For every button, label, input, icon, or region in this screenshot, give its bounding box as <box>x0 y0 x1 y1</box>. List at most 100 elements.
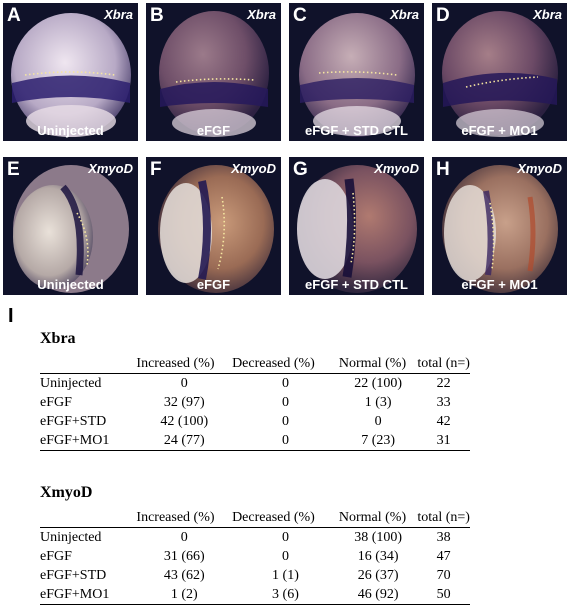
condition-label: eFGF + MO1 <box>461 123 538 138</box>
table-cell: 0 <box>374 414 382 429</box>
table-row: eFGF 31 (66) 0 16 (34) 47 <box>40 547 470 566</box>
condition-label: Uninjected <box>37 277 104 292</box>
embryo-image-h <box>442 165 558 293</box>
row-label: eFGF+MO1 <box>40 433 110 448</box>
embryo-image-a <box>11 13 131 137</box>
table-cell: 0 <box>281 549 289 564</box>
table-cell: 32 (97) <box>163 395 205 410</box>
xmyod-table: Increased (%) Decreased (%) Normal (%) t… <box>40 508 470 605</box>
xmyod-table-block: XmyoD Increased (%) Decreased (%) Normal… <box>40 484 470 605</box>
column-header: Increased (%) <box>136 510 215 525</box>
table-row: eFGF+MO1 24 (77) 0 7 (23) 31 <box>40 431 470 451</box>
row-label: eFGF+MO1 <box>40 587 110 602</box>
table-row: Uninjected 0 0 22 (100) 22 <box>40 374 470 394</box>
embryo-image-f <box>158 165 274 293</box>
condition-label: eFGF + MO1 <box>461 277 538 292</box>
column-header: Decreased (%) <box>232 356 315 371</box>
row-label: eFGF+STD <box>40 568 107 583</box>
row-label: eFGF <box>40 395 72 410</box>
table-cell: 70 <box>436 568 451 583</box>
table-cell: 50 <box>436 587 451 602</box>
table-cell: 22 (100) <box>354 376 403 391</box>
panel-letter: C <box>293 5 307 26</box>
table-cell: 0 <box>281 395 289 410</box>
gene-label: Xbra <box>104 7 133 22</box>
embryo-image-e <box>13 165 129 293</box>
embryo-image-c <box>299 13 415 137</box>
panel-e: E XmyoD Uninjected <box>3 157 138 295</box>
table-cell: 0 <box>180 530 188 545</box>
panel-b: B Xbra eFGF <box>146 3 281 141</box>
table-row: eFGF+STD 42 (100) 0 0 42 <box>40 412 470 431</box>
column-header: Decreased (%) <box>232 510 315 525</box>
column-header: total (n=) <box>417 510 470 525</box>
embryo-image-g <box>297 165 417 293</box>
table-cell: 0 <box>281 414 289 429</box>
table-cell: 26 (37) <box>357 568 399 583</box>
panel-h: H XmyoD eFGF + MO1 <box>432 157 567 295</box>
column-header <box>40 508 136 528</box>
table-title: XmyoD <box>40 484 93 501</box>
gene-label: XmyoD <box>517 161 562 176</box>
table-cell: 0 <box>180 376 188 391</box>
gene-label: XmyoD <box>231 161 276 176</box>
embryo-image-b <box>159 11 269 137</box>
panel-letter-i: I <box>8 305 14 327</box>
table-cell: 31 (66) <box>163 549 205 564</box>
table-row: eFGF 32 (97) 0 1 (3) 33 <box>40 393 470 412</box>
table-cell: 3 (6) <box>272 587 299 602</box>
condition-label: eFGF + STD CTL <box>305 123 408 138</box>
table-title: Xbra <box>40 330 76 347</box>
table-header-row: Increased (%) Decreased (%) Normal (%) t… <box>40 508 470 528</box>
table-row: eFGF+MO1 1 (2) 3 (6) 46 (92) 50 <box>40 585 470 605</box>
table-cell: 1 (3) <box>364 395 392 410</box>
table-cell: 0 <box>281 433 289 448</box>
condition-label: Uninjected <box>37 123 104 138</box>
xbra-table: Increased (%) Decreased (%) Normal (%) t… <box>40 354 470 451</box>
table-cell: 24 (77) <box>163 433 205 448</box>
table-row: eFGF+STD 43 (62) 1 (1) 26 (37) 70 <box>40 566 470 585</box>
table-cell: 38 (100) <box>354 530 403 545</box>
table-cell: 38 <box>436 530 451 545</box>
panel-letter: A <box>7 5 21 26</box>
table-cell: 7 (23) <box>361 433 396 448</box>
table-cell: 0 <box>281 376 289 391</box>
condition-label: eFGF <box>196 123 231 138</box>
panel-letter: G <box>293 159 308 180</box>
column-header: Normal (%) <box>338 356 407 371</box>
table-cell: 31 <box>436 433 451 448</box>
panel-letter: F <box>150 159 162 180</box>
row-label: Uninjected <box>40 376 102 391</box>
panel-g: G XmyoD eFGF + STD CTL <box>289 157 424 295</box>
table-cell: 42 <box>436 414 451 429</box>
table-row: Uninjected 0 0 38 (100) 38 <box>40 528 470 548</box>
gene-label: XmyoD <box>374 161 419 176</box>
column-header <box>40 354 136 374</box>
column-header: Increased (%) <box>136 356 215 371</box>
table-cell: 1 (2) <box>170 587 198 602</box>
table-cell: 46 (92) <box>357 587 399 602</box>
embryo-image-d <box>442 11 558 137</box>
table-cell: 16 (34) <box>357 549 399 564</box>
panel-letter: E <box>7 159 20 180</box>
gene-label: Xbra <box>247 7 276 22</box>
table-cell: 42 (100) <box>160 414 209 429</box>
panel-letter: B <box>150 5 164 26</box>
panel-letter: D <box>436 5 450 26</box>
table-cell: 43 (62) <box>163 568 205 583</box>
column-header: total (n=) <box>417 356 470 371</box>
condition-label: eFGF <box>196 277 231 292</box>
row-label: eFGF+STD <box>40 414 107 429</box>
table-cell: 1 (1) <box>272 568 299 583</box>
panel-c: C Xbra eFGF + STD CTL <box>289 3 424 141</box>
row-label: Uninjected <box>40 530 102 545</box>
table-cell: 47 <box>436 549 451 564</box>
gene-label: Xbra <box>533 7 562 22</box>
table-cell: 22 <box>436 376 451 391</box>
table-cell: 0 <box>281 530 289 545</box>
row-label: eFGF <box>40 549 72 564</box>
xbra-table-block: Xbra Increased (%) Decreased (%) Normal … <box>40 330 470 451</box>
panel-f: F XmyoD eFGF <box>146 157 281 295</box>
column-header: Normal (%) <box>338 510 407 525</box>
condition-label: eFGF + STD CTL <box>305 277 408 292</box>
